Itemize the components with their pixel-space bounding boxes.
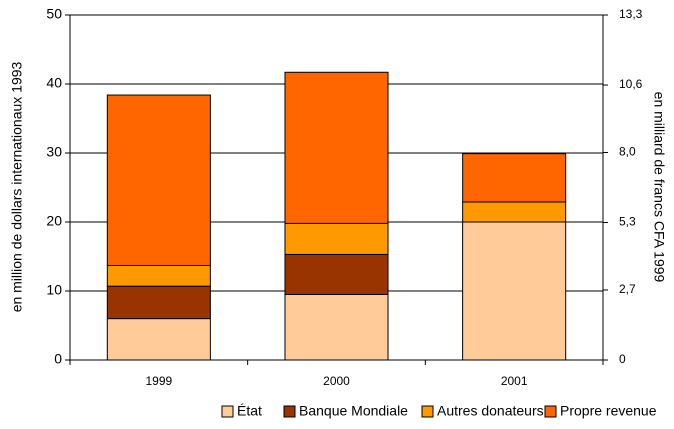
bar-segment	[106, 264, 211, 287]
bar-segment	[462, 201, 567, 223]
y-axis-label: en million de dollars internationaux 199…	[9, 61, 25, 312]
y-tick-label: 20	[46, 213, 62, 229]
legend-swatch	[283, 405, 296, 418]
bar-segment	[106, 285, 211, 320]
y2-tick-label: 5,3	[619, 215, 636, 229]
bar-segment	[462, 221, 567, 361]
x-tick-label: 2001	[501, 374, 528, 388]
y2-tick-label: 8,0	[619, 145, 636, 159]
y-tick-label: 40	[46, 75, 62, 91]
y-tick-label: 50	[46, 6, 62, 22]
legend-swatch	[221, 405, 234, 418]
legend-swatch	[421, 405, 434, 418]
legend-label: État	[237, 403, 262, 419]
bar-segment	[462, 153, 567, 203]
bar-segment	[284, 222, 389, 255]
bar-segment	[284, 71, 389, 224]
y2-tick-label: 2,7	[619, 282, 636, 296]
legend-swatch	[544, 405, 557, 418]
x-tick-label: 2000	[323, 374, 350, 388]
legend-label: Banque Mondiale	[299, 403, 408, 419]
legend-label: Propre revenue	[560, 403, 657, 419]
y2-axis-label: en milliard de francs CFA 1999	[651, 92, 667, 283]
x-tick-label: 1999	[145, 374, 172, 388]
y2-tick-label: 0	[619, 352, 626, 366]
y-tick-label: 10	[46, 282, 62, 298]
y-tick-label: 30	[46, 144, 62, 160]
bar-segment	[106, 94, 211, 266]
bar-segment	[284, 293, 389, 361]
legend-label: Autres donateurs	[437, 403, 544, 419]
y2-tick-label: 13,3	[619, 7, 643, 21]
plot-frame	[69, 14, 604, 361]
y-tick-label: 0	[54, 351, 62, 367]
bar-segment	[106, 318, 211, 361]
bar-segment	[284, 253, 389, 295]
y2-tick-label: 10,6	[619, 77, 643, 91]
